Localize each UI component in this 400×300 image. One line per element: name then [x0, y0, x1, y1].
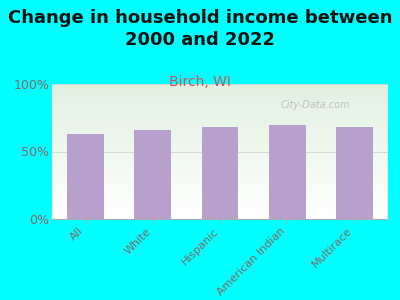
Bar: [52, 160, 388, 162]
Bar: [52, 180, 388, 182]
Bar: [52, 195, 388, 197]
Bar: [52, 106, 388, 108]
Bar: [52, 185, 388, 187]
Bar: [52, 141, 388, 143]
Bar: [52, 162, 388, 163]
Bar: [202, 127, 238, 219]
Bar: [52, 209, 388, 211]
Bar: [52, 101, 388, 103]
Bar: [52, 153, 388, 155]
Bar: [52, 143, 388, 145]
Bar: [52, 216, 388, 217]
Bar: [52, 136, 388, 138]
Bar: [52, 140, 388, 141]
Bar: [52, 111, 388, 113]
Bar: [52, 197, 388, 199]
Text: Birch, WI: Birch, WI: [169, 75, 231, 89]
Bar: [52, 194, 388, 195]
Bar: [52, 182, 388, 184]
Bar: [52, 175, 388, 177]
Bar: [52, 202, 388, 204]
Bar: [52, 131, 388, 133]
Bar: [52, 118, 388, 119]
Bar: [52, 84, 388, 86]
Bar: [52, 192, 388, 194]
Bar: [52, 165, 388, 167]
Bar: [52, 119, 388, 121]
Text: City-Data.com: City-Data.com: [280, 100, 350, 110]
Bar: [52, 150, 388, 152]
Bar: [52, 152, 388, 153]
Bar: [52, 199, 388, 200]
Bar: [52, 130, 388, 131]
Bar: [52, 170, 388, 172]
Bar: [52, 89, 388, 91]
Bar: [52, 103, 388, 104]
Bar: [52, 109, 388, 111]
Bar: [52, 184, 388, 185]
Bar: [52, 163, 388, 165]
Bar: [52, 135, 388, 136]
Bar: [52, 98, 388, 99]
Bar: [52, 178, 388, 180]
Bar: [52, 155, 388, 157]
Bar: [52, 121, 388, 123]
Bar: [52, 157, 388, 158]
Bar: [52, 128, 388, 130]
Bar: [52, 214, 388, 216]
Bar: [52, 187, 388, 189]
Bar: [52, 133, 388, 135]
Bar: [52, 177, 388, 178]
Bar: [134, 130, 171, 219]
Text: Change in household income between
2000 and 2022: Change in household income between 2000 …: [8, 9, 392, 49]
Bar: [52, 207, 388, 209]
Bar: [52, 124, 388, 126]
Bar: [52, 138, 388, 140]
Bar: [52, 116, 388, 118]
Bar: [52, 206, 388, 207]
Bar: [52, 86, 388, 87]
Bar: [52, 108, 388, 109]
Bar: [52, 113, 388, 114]
Bar: [52, 148, 388, 150]
Bar: [52, 94, 388, 96]
Bar: [269, 124, 306, 219]
Bar: [52, 217, 388, 219]
Bar: [52, 172, 388, 173]
Bar: [52, 212, 388, 214]
Bar: [52, 189, 388, 190]
Bar: [52, 96, 388, 98]
Bar: [52, 92, 388, 94]
Bar: [52, 145, 388, 146]
Bar: [52, 167, 388, 168]
Bar: [52, 158, 388, 160]
Bar: [52, 91, 388, 92]
Bar: [52, 204, 388, 206]
Bar: [336, 127, 373, 219]
Bar: [52, 99, 388, 101]
Bar: [52, 87, 388, 89]
Bar: [52, 200, 388, 202]
Bar: [52, 146, 388, 148]
Bar: [67, 134, 104, 219]
Bar: [52, 173, 388, 175]
Bar: [52, 211, 388, 212]
Bar: [52, 104, 388, 106]
Bar: [52, 168, 388, 170]
Bar: [52, 190, 388, 192]
Bar: [52, 123, 388, 124]
Bar: [52, 114, 388, 116]
Bar: [52, 126, 388, 128]
